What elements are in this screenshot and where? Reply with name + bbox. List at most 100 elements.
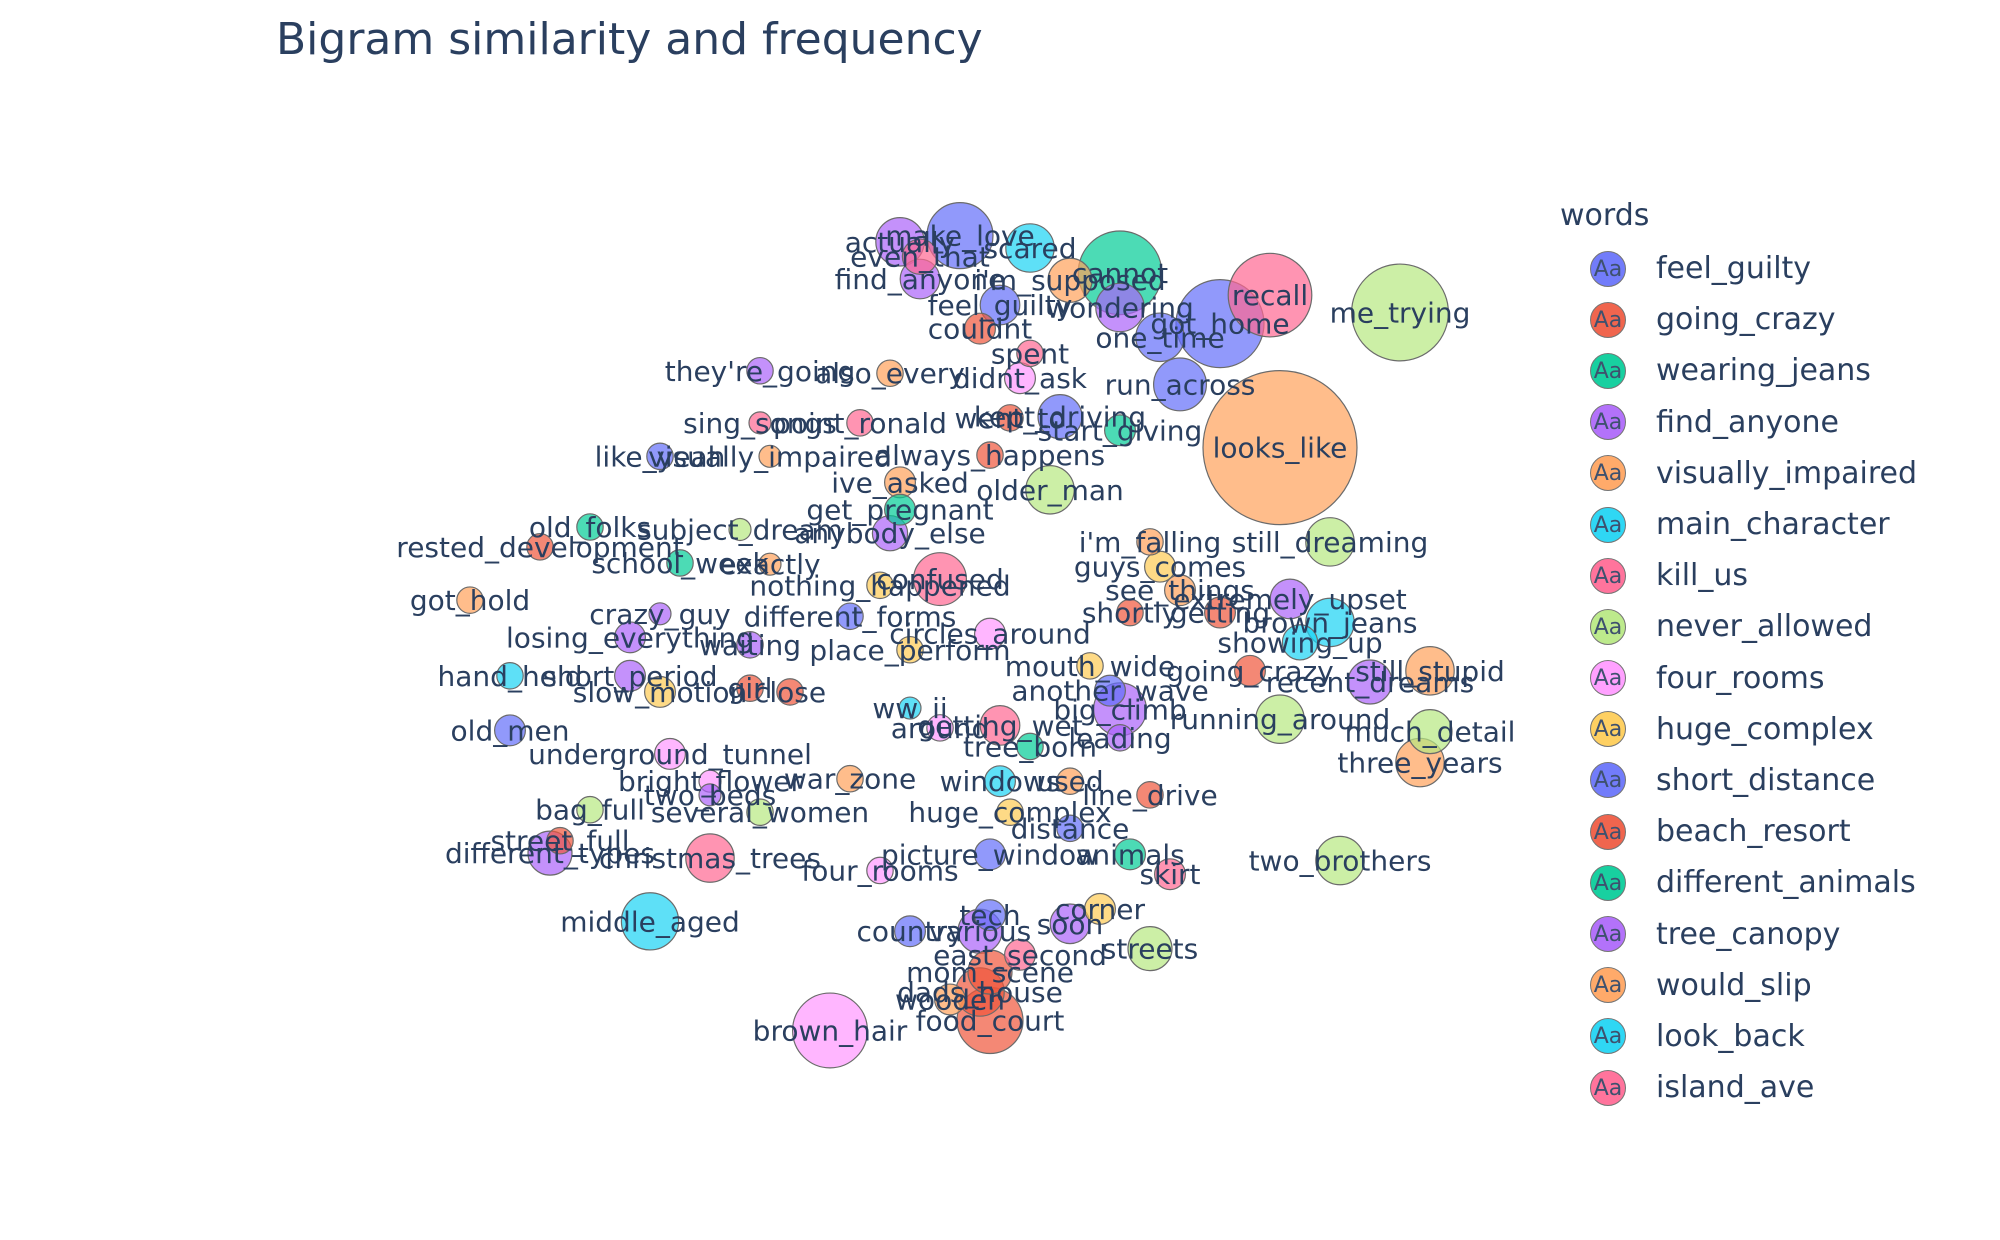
bubble-me_trying[interactable] [1350,263,1449,362]
bubble-another_wave[interactable] [1093,674,1126,707]
bubble-christmas_trees[interactable] [685,833,735,883]
legend-item-beach_resort[interactable]: Aa beach_resort [1560,806,1917,857]
bubble-much_detail[interactable] [1407,708,1453,755]
legend-item-kill_us[interactable]: Aa kill_us [1560,550,1917,601]
bubble-street_full[interactable] [546,826,574,855]
legend-item-huge_complex[interactable]: Aa huge_complex [1560,704,1917,755]
bubble-getting[interactable] [1203,596,1236,629]
bubble-picture_window[interactable] [973,838,1006,871]
bubble-brown_jeans[interactable] [1305,597,1355,648]
bubble-distance[interactable] [1056,814,1084,843]
bubble-around[interactable] [926,714,954,742]
bubble-mom_scene[interactable] [967,949,1013,995]
legend-item-four_rooms[interactable]: Aa four_rooms [1560,653,1917,704]
bubble-wooden[interactable] [933,983,966,1016]
bubble-brown_hair[interactable] [791,992,868,1069]
bubble-line_drive[interactable] [1136,781,1164,809]
bubble-feel_guilty[interactable] [979,284,1021,326]
bubble-older_man[interactable] [1025,464,1075,515]
bubble-tree_born[interactable] [1016,732,1044,761]
bubble-looks_like[interactable] [1202,370,1358,526]
legend-item-visually_impaired[interactable]: Aa visually_impaired [1560,448,1917,499]
bubble-mouth_wide[interactable] [1076,652,1104,680]
bubble-make_love[interactable] [926,202,994,270]
legend-item-feel_guilty[interactable]: Aa feel_guilty [1560,243,1917,294]
bubble-close[interactable] [776,678,804,706]
bubble-still_stupid[interactable] [1405,646,1455,696]
bubble-run_across[interactable] [1152,357,1207,412]
bubble-i'm_supposed[interactable] [1047,257,1093,303]
bubble-four_rooms[interactable] [866,856,894,885]
bubble-huge_complex[interactable] [996,798,1024,826]
bubble-recall[interactable] [1227,252,1313,338]
bubble-different_forms[interactable] [836,602,864,631]
bubble-soon[interactable] [1049,903,1091,945]
bubble-used[interactable] [1056,767,1084,795]
bubble-showing_up[interactable] [1281,624,1319,661]
bubble-waiting[interactable] [736,630,764,659]
bubble-get_pregnant[interactable] [883,493,916,526]
bubble-place_perform[interactable] [896,635,924,664]
bubble-couldnt[interactable] [963,312,996,345]
bubble-extremely_upset[interactable] [1269,578,1311,620]
bubble-also_every[interactable] [876,359,904,388]
bubble-crazy_guy[interactable] [648,602,672,626]
bubble-old_folks[interactable] [576,513,604,541]
bubble-leading[interactable] [1106,723,1134,752]
legend-item-never_allowed[interactable]: Aa never_allowed [1560,601,1917,652]
bubble-even_that[interactable] [901,238,939,275]
bubble-middle_aged[interactable] [620,892,680,951]
bubble-wondering[interactable] [1095,282,1145,333]
bubble-old_men[interactable] [494,714,527,747]
bubble-one_time[interactable] [1135,312,1185,363]
bubble-short_period[interactable] [613,659,646,692]
bubble-spent[interactable] [1016,339,1044,368]
bubble-two_brothers[interactable] [1315,835,1365,886]
bubble-corner[interactable] [1083,892,1116,925]
bubble-streets[interactable] [1127,925,1173,972]
legend-item-find_anyone[interactable]: Aa find_anyone [1560,397,1917,448]
bubble-shortly[interactable] [1116,598,1144,627]
bubble-running_around[interactable] [1255,694,1305,745]
bubble-war_zone[interactable] [836,764,864,793]
bubble-kept_driving[interactable] [1037,394,1083,440]
bubble-losing_everything[interactable] [613,621,646,654]
bubble-ww_ii[interactable] [898,696,922,720]
bubble-underground_tunnel[interactable] [653,737,686,770]
bubble-going_crazy[interactable] [1233,654,1266,687]
bubble-confused[interactable] [912,552,967,607]
legend-item-island_ave[interactable]: Aa island_ave [1560,1062,1917,1113]
legend-item-tree_canopy[interactable]: Aa tree_canopy [1560,908,1917,959]
legend-item-wearing_jeans[interactable]: Aa wearing_jeans [1560,345,1917,396]
bubble-hand_held[interactable] [496,661,524,690]
bubble-recent_dreams[interactable] [1347,659,1393,705]
legend-item-short_distance[interactable]: Aa short_distance [1560,755,1917,806]
bubble-exactly[interactable] [758,552,782,576]
bubble-nothing_happened[interactable] [866,571,894,600]
bubble-see_things[interactable] [1163,574,1196,607]
legend-item-look_back[interactable]: Aa look_back [1560,1011,1917,1062]
bubble-circles_around[interactable] [973,617,1006,650]
bubble-sing_songs[interactable] [748,411,772,435]
bubble-start_giving[interactable] [1103,414,1136,447]
bubble-east_second[interactable] [1003,938,1036,971]
bubble-slow_motion[interactable] [643,675,676,708]
bubble-scared[interactable] [1005,223,1055,273]
bubble-subject_dream[interactable] [728,517,752,542]
bubble-point_ronald[interactable] [846,409,874,437]
bubble-country[interactable] [893,915,926,948]
bubble-still_dreaming[interactable] [1305,517,1355,567]
bubble-visually_impaired[interactable] [758,444,782,468]
bubble-got_hold[interactable] [456,586,484,614]
bubble-tech[interactable] [973,899,1006,932]
bubble-girl[interactable] [736,674,764,702]
bubble-went_to[interactable] [996,404,1024,432]
legend-item-main_character[interactable]: Aa main_character [1560,499,1917,550]
bubble-always_happens[interactable] [976,441,1004,469]
legend-item-would_slip[interactable]: Aa would_slip [1560,960,1917,1011]
bubble-rested_development[interactable] [526,533,554,561]
bubble-animals[interactable] [1113,838,1146,871]
legend-item-different_animals[interactable]: Aa different_animals [1560,857,1917,908]
bubble-two_beds[interactable] [698,783,722,807]
bubble-several_women[interactable] [746,798,774,826]
